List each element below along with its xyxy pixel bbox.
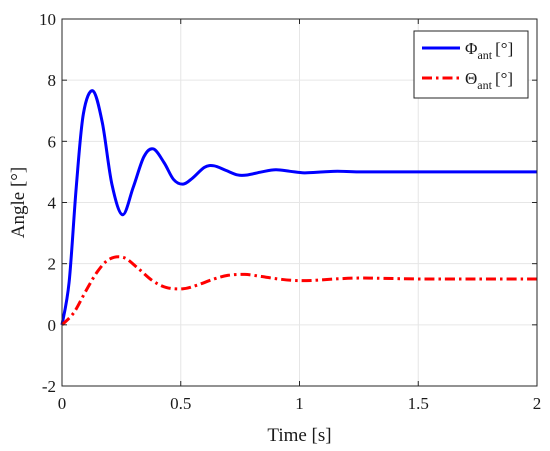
y-tick-label: 2 [48,255,57,274]
x-tick-label: 2 [533,394,542,413]
series-layer [60,89,537,326]
series-line-theta [60,255,537,326]
legend-subscript-phi: ant [477,48,492,62]
y-tick-label: 0 [48,316,57,335]
legend-symbol-theta: Θ [465,69,477,88]
legend-box [413,30,529,99]
legend-label-phi: Φant [°] [465,39,513,62]
y-axis-label: Angle [°] [8,167,29,238]
y-tick-label: 6 [48,132,57,151]
legend-subscript-theta: ant [477,78,492,92]
x-tick-label: 0 [58,394,67,413]
y-tick-label: 8 [48,71,57,90]
y-tick-label: 4 [48,194,57,213]
x-axis-ticks: 0 0.5 1 1.5 2 [58,19,542,413]
y-tick-label: 10 [39,10,56,29]
legend-symbol-phi: Φ [465,39,477,58]
y-axis-ticks: -2 0 2 4 6 8 10 [39,10,537,396]
x-axis-label: Time [s] [267,425,331,446]
x-tick-label: 1 [295,394,304,413]
legend-label-theta: Θant [°] [465,69,513,92]
x-tick-label: 1.5 [408,394,429,413]
series-line-phi [60,89,537,326]
legend: Φant [°] Θant [°] [413,30,529,99]
x-tick-label: 0.5 [170,394,191,413]
legend-unit-theta: [°] [495,69,513,88]
legend-unit-phi: [°] [495,39,513,58]
y-tick-label: -2 [42,377,56,396]
